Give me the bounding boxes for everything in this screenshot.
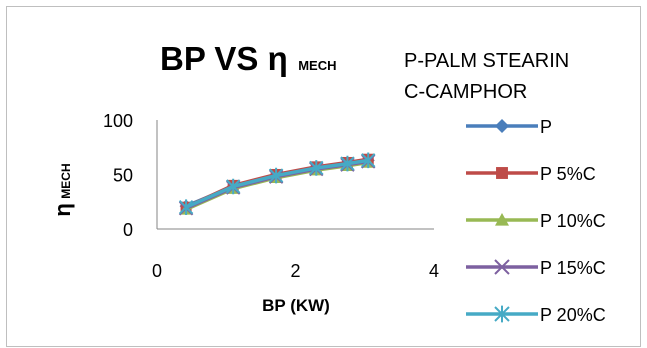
legend-entry-2: P 5%C [466,164,596,184]
chart-title-subscript: MECH [298,58,336,73]
legend-marker-3 [495,213,509,226]
data-point-5-1 [178,199,194,215]
y-tick-label-50: 50 [113,166,133,186]
legend-entry-4: P 15%C [466,258,606,278]
x-axis-label: BP (KW) [262,296,330,315]
legend-label-4: P 15%C [540,258,606,278]
legend-label-1: P [540,117,552,137]
legend-marker-4 [494,259,510,275]
legend-marker-2 [496,167,508,179]
annotation-camphor: C-CAMPHOR [404,81,527,103]
annotation-palm-stearin: P-PALM STEARIN [404,50,569,72]
y-tick-labels: 0 50 100 [103,111,133,240]
legend-entry-3: P 10%C [466,211,606,231]
y-axis-label: η MECH [50,163,75,216]
series-line-5 [185,158,369,209]
legend: P P 5%C P 10%C P 15%C P 20%C [466,117,606,325]
x-tick-label-2: 2 [290,261,300,281]
data-point-5-4 [309,160,324,176]
legend-label-2: P 5%C [540,164,596,184]
series-5 [178,152,376,215]
legend-entry-1: P [466,117,552,137]
legend-label-3: P 10%C [540,211,606,231]
chart-title-main: BP VS η [160,40,288,77]
data-point-5-2 [225,178,241,195]
x-tick-labels: 0 2 4 [152,261,439,281]
data-point-5-6 [361,152,376,169]
x-tick-label-0: 0 [152,261,162,281]
chart-title: BP VS η MECH [160,40,337,77]
legend-marker-5 [494,305,510,323]
data-point-5-5 [340,155,355,172]
legend-marker-1 [495,119,509,133]
plot-area [178,152,376,216]
y-tick-label-0: 0 [123,220,133,240]
legend-entry-5: P 20%C [466,305,606,325]
chart-frame [6,6,641,347]
x-tick-label-4: 4 [429,261,439,281]
y-tick-label-100: 100 [103,111,133,131]
legend-label-5: P 20%C [540,305,606,325]
y-axis-label-subscript: MECH [59,163,73,198]
data-point-5-3 [268,167,284,184]
y-axis-label-main: η [50,203,75,216]
